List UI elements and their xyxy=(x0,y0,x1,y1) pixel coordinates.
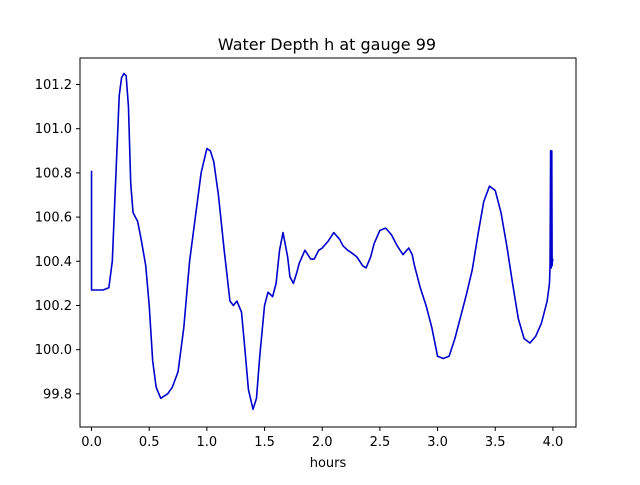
x-axis-ticks: 0.0 0.5 1.0 1.5 2.0 2.5 3.0 3.5 4.0 xyxy=(81,427,563,450)
y-tick-label: 100.6 xyxy=(35,211,72,226)
y-tick-label: 101.0 xyxy=(35,122,72,137)
x-tick-label: 3.5 xyxy=(485,435,506,450)
x-tick-label: 0.0 xyxy=(81,435,102,450)
y-tick-label: 101.2 xyxy=(35,78,72,93)
series-line xyxy=(90,72,554,411)
x-tick-label: 2.0 xyxy=(312,435,333,450)
y-tick-label: 100.0 xyxy=(35,343,72,358)
x-tick-label: 0.5 xyxy=(139,435,160,450)
x-tick-label: 1.0 xyxy=(197,435,218,450)
x-tick-label: 4.0 xyxy=(543,435,564,450)
x-axis-label: hours xyxy=(310,456,347,471)
chart-title: Water Depth h at gauge 99 xyxy=(218,35,436,54)
y-tick-label: 99.8 xyxy=(43,387,72,402)
y-tick-label: 100.8 xyxy=(35,166,72,181)
plot-area xyxy=(90,72,554,411)
y-axis-ticks: 99.8 100.0 100.2 100.4 100.6 100.8 101.0 101.2 xyxy=(35,78,80,402)
x-tick-label: 3.0 xyxy=(427,435,448,450)
x-tick-label: 1.5 xyxy=(254,435,275,450)
y-tick-label: 100.2 xyxy=(35,299,72,314)
y-tick-label: 100.4 xyxy=(35,255,72,270)
x-tick-label: 2.5 xyxy=(370,435,391,450)
axes-frame xyxy=(79,57,577,428)
